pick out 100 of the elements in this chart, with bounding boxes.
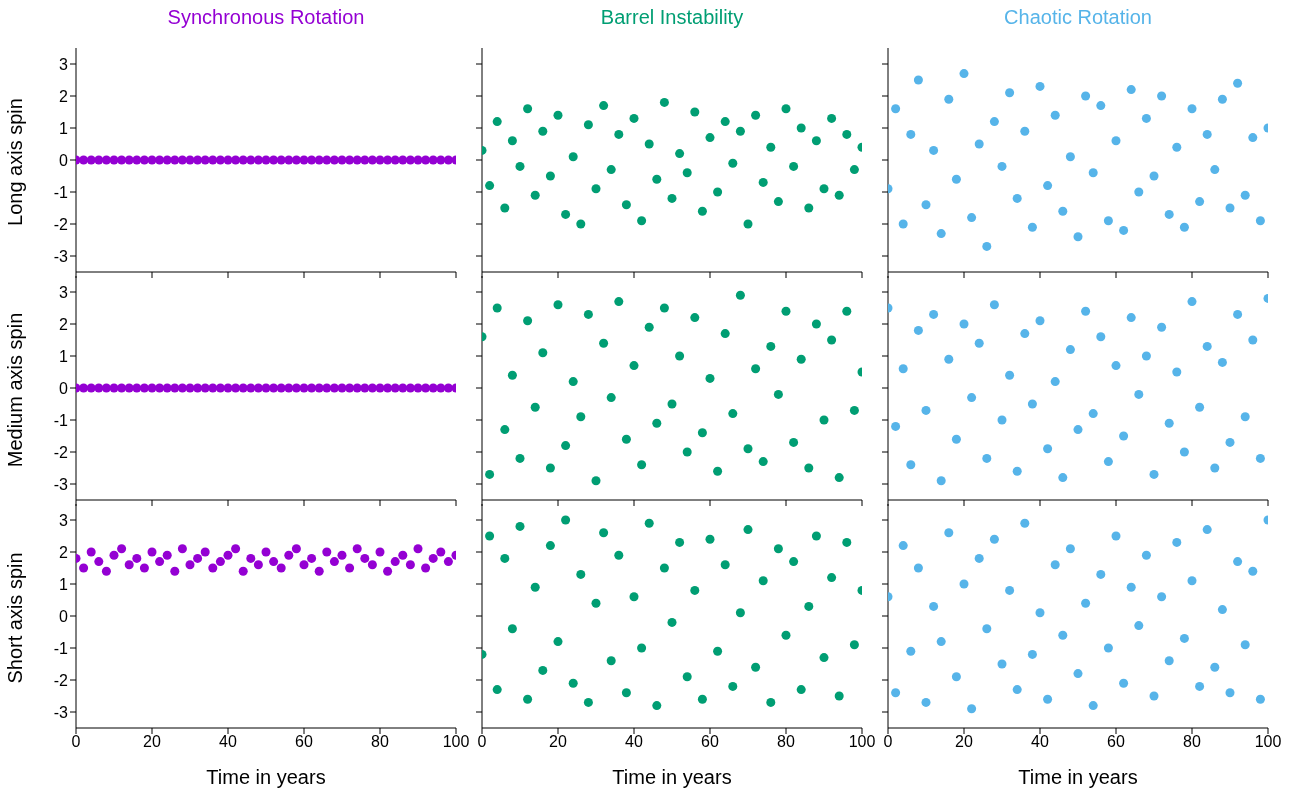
point xyxy=(1210,662,1220,672)
point xyxy=(1065,152,1075,162)
point xyxy=(345,563,355,573)
point xyxy=(690,107,700,117)
point xyxy=(132,553,142,563)
point xyxy=(561,441,571,451)
point xyxy=(1027,222,1037,232)
x-axis-title: Time in years xyxy=(206,766,326,788)
point xyxy=(1050,377,1060,387)
point xyxy=(1126,582,1136,592)
point xyxy=(1195,197,1205,207)
point xyxy=(223,550,233,560)
point xyxy=(291,544,301,554)
point xyxy=(951,174,961,184)
y-axis-title: Medium axis spin xyxy=(4,312,26,468)
point xyxy=(94,557,104,567)
point xyxy=(652,174,662,184)
point xyxy=(1126,313,1136,323)
point xyxy=(766,142,776,152)
point xyxy=(929,145,939,155)
y-tick-label: -1 xyxy=(53,183,69,201)
point xyxy=(675,351,685,361)
point xyxy=(1035,81,1045,91)
point xyxy=(891,104,901,114)
x-tick-label: 20 xyxy=(143,733,161,751)
point xyxy=(492,685,502,695)
point xyxy=(766,341,776,351)
point xyxy=(530,190,540,200)
point xyxy=(921,200,931,210)
point xyxy=(697,694,707,704)
point xyxy=(773,544,783,554)
point xyxy=(1179,447,1189,457)
point xyxy=(538,665,548,675)
point xyxy=(79,563,89,573)
point xyxy=(185,560,195,570)
y-tick-label: 1 xyxy=(59,347,69,365)
point xyxy=(735,608,745,618)
x-tick-label: 60 xyxy=(1107,733,1125,751)
point xyxy=(1058,473,1068,483)
point xyxy=(849,165,859,175)
point xyxy=(1149,469,1159,479)
point xyxy=(849,640,859,650)
point xyxy=(827,113,837,123)
point xyxy=(705,534,715,544)
point xyxy=(1225,437,1235,447)
x-tick-label: 80 xyxy=(1183,733,1201,751)
point xyxy=(1141,550,1151,560)
point xyxy=(1134,621,1144,631)
point xyxy=(781,104,791,114)
point xyxy=(936,637,946,647)
point xyxy=(898,541,908,551)
point xyxy=(352,544,362,554)
point xyxy=(507,624,517,634)
point xyxy=(959,579,969,589)
point xyxy=(1134,389,1144,399)
point xyxy=(606,656,616,666)
point xyxy=(1012,466,1022,476)
point xyxy=(751,662,761,672)
point xyxy=(1005,370,1015,380)
point xyxy=(253,560,263,570)
point xyxy=(576,219,586,229)
point xyxy=(162,550,172,560)
point xyxy=(697,428,707,438)
point xyxy=(561,209,571,219)
point xyxy=(1005,585,1015,595)
point xyxy=(515,161,525,171)
point xyxy=(428,553,438,563)
point xyxy=(583,309,593,319)
point xyxy=(383,566,393,576)
point xyxy=(974,139,984,149)
point xyxy=(538,348,548,358)
point xyxy=(959,319,969,329)
point xyxy=(1217,94,1227,104)
point xyxy=(1187,576,1197,586)
x-tick-label: 20 xyxy=(955,733,973,751)
point xyxy=(621,688,631,698)
point xyxy=(1073,669,1083,679)
point xyxy=(811,531,821,541)
point xyxy=(906,460,916,470)
point xyxy=(269,557,279,567)
point xyxy=(796,123,806,133)
point xyxy=(891,421,901,431)
point xyxy=(834,691,844,701)
point xyxy=(1255,216,1265,226)
point xyxy=(827,335,837,345)
point xyxy=(659,97,669,107)
point xyxy=(443,557,453,567)
point xyxy=(177,544,187,554)
point xyxy=(974,338,984,348)
point xyxy=(1088,701,1098,711)
chart-title: Chaotic Rotation xyxy=(1003,6,1153,29)
point xyxy=(811,136,821,146)
point xyxy=(1217,605,1227,615)
y-tick-label: 0 xyxy=(59,379,69,397)
point xyxy=(507,370,517,380)
point xyxy=(500,553,510,563)
point xyxy=(1172,537,1182,547)
point xyxy=(982,453,992,463)
point xyxy=(819,184,829,194)
point xyxy=(929,309,939,319)
